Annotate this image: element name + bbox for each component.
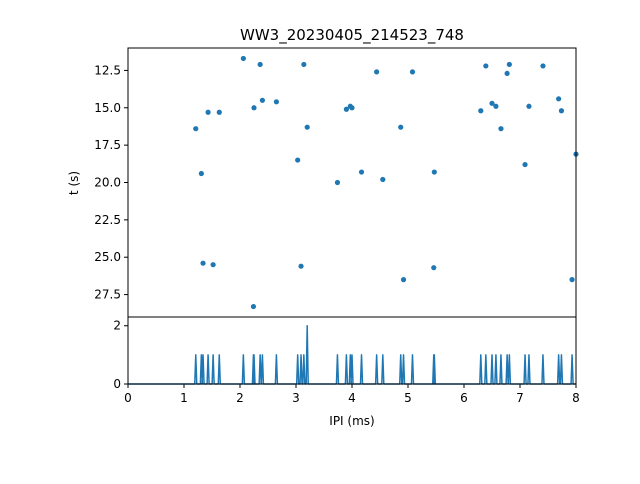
scatter-point (298, 263, 304, 269)
y-ticks-bottom: 02 (113, 319, 128, 391)
y-tick-label: 20.0 (94, 176, 121, 190)
scatter-point (273, 99, 279, 105)
scatter-point (343, 106, 349, 112)
scatter-point (334, 179, 341, 186)
scatter-point (540, 63, 546, 69)
scatter-point (483, 63, 489, 69)
scatter-point (349, 105, 355, 111)
scatter-point (251, 105, 257, 111)
x-tick-label: 8 (572, 391, 580, 405)
x-tick-label: 4 (348, 391, 356, 405)
scatter-point (216, 109, 222, 115)
scatter-point (400, 277, 407, 283)
chart-title: WW3_20230405_214523_748 (240, 26, 464, 45)
scatter-point (498, 126, 504, 132)
x-tick-label: 1 (180, 391, 188, 405)
x-tick-label: 6 (460, 391, 468, 405)
scatter-point (193, 126, 199, 132)
y-tick-label: 15.0 (94, 101, 121, 115)
scatter-point (200, 260, 206, 266)
y-axis-label: t (s) (67, 171, 81, 195)
x-tick-label: 7 (516, 391, 524, 405)
scatter-point (431, 169, 437, 175)
x-axis-label: IPI (ms) (329, 414, 374, 428)
x-tick-label: 5 (404, 391, 412, 405)
scatter-point (250, 303, 257, 310)
scatter-point (522, 161, 528, 168)
scatter-point (569, 277, 575, 283)
scatter-point (504, 70, 510, 77)
y-tick-label: 22.5 (94, 213, 121, 227)
y-tick-label: 25.0 (94, 250, 121, 264)
scatter-point (526, 103, 532, 109)
x-tick-label: 0 (124, 391, 132, 405)
scatter-point (558, 108, 565, 114)
x-tick-label: 2 (236, 391, 244, 405)
scatter-point (493, 103, 499, 109)
scatter-panel: WW3_20230405_214523_748 t (s) 12.5 15.0 17… (67, 26, 579, 318)
scatter-point (259, 97, 265, 103)
scatter-point (198, 170, 204, 177)
x-tick-label: 3 (292, 391, 300, 405)
scatter-point (374, 69, 380, 75)
scatter-point (398, 124, 404, 130)
scatter-points (193, 55, 579, 310)
y-tick-label: 0 (113, 377, 121, 391)
scatter-point (257, 61, 263, 68)
scatter-point (301, 61, 307, 68)
histogram-axes-frame (127, 316, 577, 385)
scatter-point (478, 108, 484, 114)
y-tick-label: 27.5 (94, 288, 121, 302)
scatter-point (409, 69, 416, 75)
scatter-point (358, 169, 365, 175)
y-tick-label: 2 (113, 319, 121, 333)
y-tick-label: 17.5 (94, 138, 121, 152)
scatter-point (506, 61, 512, 68)
scatter-point (380, 176, 386, 183)
ipi-count-line (128, 324, 576, 385)
scatter-point (489, 100, 495, 106)
scatter-point (431, 265, 437, 271)
y-tick-label: 12.5 (94, 63, 121, 77)
y-ticks-top: 12.5 15.0 17.5 20.0 22.5 25.0 27.5 (94, 63, 128, 302)
scatter-point (295, 157, 301, 163)
scatter-point (304, 124, 310, 130)
scatter-point (205, 109, 211, 115)
scatter-point (240, 55, 246, 62)
scatter-point (210, 262, 216, 268)
scatter-point (556, 96, 562, 102)
